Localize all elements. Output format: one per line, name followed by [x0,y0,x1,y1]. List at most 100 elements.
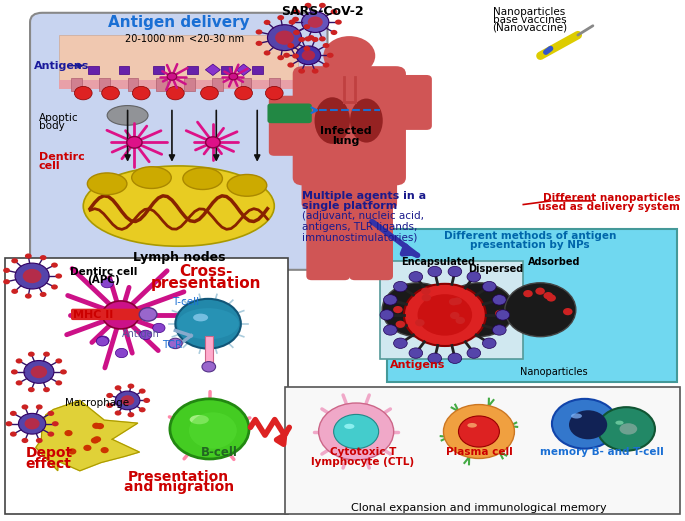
Circle shape [114,411,121,416]
Circle shape [167,73,177,80]
Text: presentation by NPs: presentation by NPs [471,240,590,250]
Circle shape [101,86,119,100]
Circle shape [323,63,329,68]
Circle shape [51,263,58,268]
Circle shape [97,337,109,346]
Bar [240,78,251,91]
Circle shape [96,423,104,429]
Circle shape [229,73,238,80]
Ellipse shape [132,167,171,189]
Circle shape [11,289,18,294]
Circle shape [169,338,182,349]
Circle shape [450,312,460,319]
Circle shape [10,431,16,437]
FancyBboxPatch shape [284,388,680,514]
Circle shape [331,9,338,15]
Circle shape [496,309,510,320]
Circle shape [467,348,481,358]
Circle shape [409,348,423,358]
Circle shape [10,411,16,416]
Circle shape [563,308,573,315]
Bar [184,78,195,91]
FancyBboxPatch shape [5,258,288,514]
Circle shape [40,255,47,260]
Circle shape [18,413,46,434]
Circle shape [101,447,109,453]
Circle shape [552,399,617,449]
Circle shape [121,395,134,405]
Circle shape [115,391,140,410]
Ellipse shape [107,106,148,125]
Bar [60,80,298,90]
Circle shape [140,330,152,340]
Circle shape [25,418,40,429]
Circle shape [43,352,50,357]
Text: Adsorbed: Adsorbed [527,256,580,267]
FancyBboxPatch shape [388,75,432,130]
Circle shape [298,37,305,42]
Text: SARS-CoV-2: SARS-CoV-2 [281,5,363,18]
Circle shape [264,51,271,56]
Circle shape [456,317,465,324]
Circle shape [428,353,442,364]
Circle shape [265,86,283,100]
Circle shape [47,431,54,437]
FancyBboxPatch shape [301,167,397,209]
Circle shape [202,362,216,372]
Circle shape [421,294,431,301]
Text: Cytotoxic T: Cytotoxic T [329,447,396,457]
Circle shape [394,281,408,292]
Circle shape [493,325,506,335]
FancyBboxPatch shape [267,104,312,123]
Circle shape [288,19,295,24]
Text: Antigens: Antigens [34,61,90,71]
Ellipse shape [571,413,582,418]
Text: base vaccines: base vaccines [493,15,566,24]
Circle shape [11,369,18,375]
Circle shape [303,24,310,29]
Text: Encapsulated: Encapsulated [401,256,475,267]
Bar [155,78,166,91]
Circle shape [448,266,462,277]
Bar [60,35,298,82]
Circle shape [428,266,442,277]
Circle shape [5,421,12,426]
Circle shape [418,294,472,336]
Bar [212,78,223,91]
Circle shape [287,63,294,68]
Ellipse shape [619,423,637,435]
Text: Nanoparticles: Nanoparticles [493,7,565,17]
Circle shape [505,283,576,337]
Circle shape [384,325,397,335]
Circle shape [28,352,35,357]
FancyBboxPatch shape [349,195,393,280]
Circle shape [327,53,334,58]
Circle shape [55,358,62,364]
Text: Infected: Infected [320,126,372,136]
Text: Plasma cell: Plasma cell [445,447,512,457]
Circle shape [114,385,121,390]
Circle shape [404,284,486,346]
Circle shape [139,308,157,321]
FancyBboxPatch shape [380,260,523,359]
Circle shape [102,301,139,329]
Circle shape [24,361,54,383]
FancyBboxPatch shape [71,309,150,320]
Circle shape [415,319,425,326]
Text: single platform: single platform [301,201,397,211]
Text: Antigens: Antigens [390,360,445,370]
Circle shape [277,15,284,20]
Ellipse shape [314,97,350,144]
Circle shape [495,310,505,317]
Text: immunostimulatories): immunostimulatories) [301,232,417,242]
Circle shape [569,410,607,439]
Circle shape [175,299,241,349]
Circle shape [443,283,514,337]
Text: B-cell: B-cell [201,446,238,459]
Circle shape [312,37,319,42]
Circle shape [235,86,253,100]
Circle shape [256,41,262,46]
Text: Dentirc: Dentirc [39,152,85,162]
Text: Different nanoparticles: Different nanoparticles [543,193,680,203]
Text: antigens, TLR ligands,: antigens, TLR ligands, [301,222,417,232]
